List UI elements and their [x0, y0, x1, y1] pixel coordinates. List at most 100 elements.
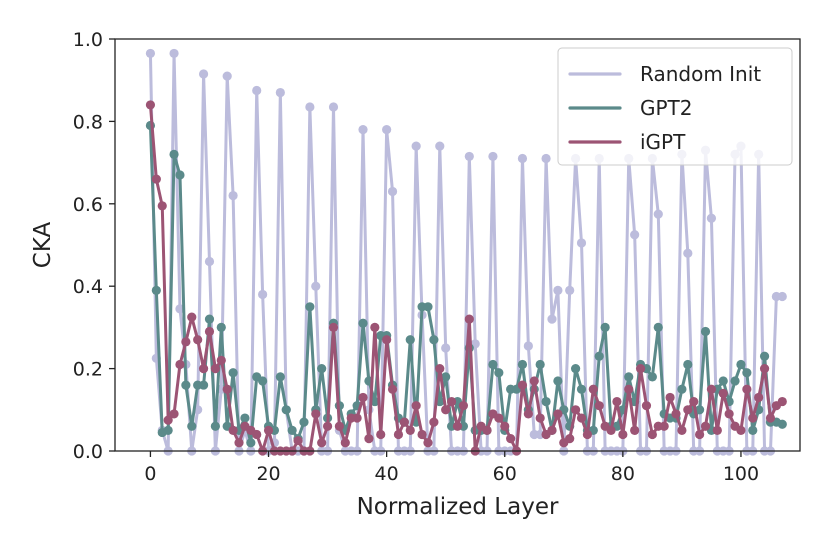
data-point-igpt	[571, 405, 581, 415]
data-point-random-init	[777, 291, 787, 302]
data-point-gpt2	[624, 372, 634, 382]
data-point-gpt2	[204, 314, 215, 324]
data-point-igpt	[624, 384, 634, 394]
data-point-igpt	[677, 425, 687, 435]
data-point-igpt	[724, 409, 734, 419]
y-axis-title: CKA	[30, 222, 56, 269]
data-point-gpt2	[488, 359, 498, 370]
data-point-gpt2	[517, 359, 528, 370]
data-point-gpt2	[730, 376, 740, 386]
data-point-gpt2	[683, 359, 693, 370]
data-point-igpt	[228, 425, 238, 435]
data-point-random-init	[435, 141, 445, 151]
data-point-gpt2	[736, 359, 746, 370]
data-point-random-init	[387, 186, 398, 197]
data-point-gpt2	[287, 425, 297, 435]
plot-frame	[114, 38, 801, 452]
data-point-igpt	[181, 337, 191, 347]
data-point-random-init	[275, 87, 285, 98]
data-point-igpt	[506, 434, 516, 444]
data-point-igpt	[647, 429, 657, 440]
data-point-igpt	[252, 429, 262, 440]
data-point-gpt2	[553, 376, 563, 386]
data-point-random-init	[169, 48, 179, 59]
legend-item-gpt2: GPT2	[568, 96, 693, 120]
data-point-random-init	[411, 141, 421, 151]
y-axis: 0.0 0.2 0.4 0.6 0.8 1.0	[73, 29, 115, 463]
data-point-igpt	[311, 409, 321, 419]
data-point-random-init	[258, 289, 268, 300]
data-point-random-init	[252, 85, 262, 96]
data-point-igpt	[399, 417, 409, 427]
data-point-gpt2	[647, 372, 657, 382]
data-point-random-init	[464, 151, 474, 162]
data-point-igpt	[635, 364, 646, 374]
data-point-igpt	[175, 359, 185, 370]
y-tick-label: 0.6	[73, 194, 103, 216]
y-tick-label: 0.8	[73, 111, 103, 133]
data-point-random-init	[553, 285, 563, 295]
data-point-igpt	[376, 429, 386, 440]
data-point-gpt2	[163, 425, 173, 435]
data-point-random-init	[565, 285, 575, 295]
data-point-igpt	[452, 421, 463, 431]
data-point-igpt	[352, 413, 362, 423]
data-point-gpt2	[216, 322, 226, 332]
data-point-igpt	[393, 429, 404, 440]
data-point-random-init	[653, 209, 663, 219]
legend-box	[557, 47, 793, 166]
data-point-random-init	[441, 343, 451, 353]
data-point-gpt2	[299, 417, 309, 427]
data-point-igpt	[382, 335, 392, 345]
data-point-igpt	[742, 384, 752, 394]
data-point-igpt	[712, 425, 722, 435]
data-point-random-init	[204, 256, 215, 267]
data-point-igpt	[594, 401, 604, 411]
data-point-igpt	[553, 409, 563, 419]
data-point-gpt2	[535, 359, 545, 370]
x-axis-title: Normalized Layer	[357, 494, 559, 520]
data-point-igpt	[535, 413, 545, 423]
data-point-igpt	[612, 396, 622, 407]
data-point-igpt	[364, 434, 374, 444]
data-point-gpt2	[187, 421, 197, 431]
data-point-igpt	[748, 413, 758, 423]
x-axis: 0 20 40 60 80 100	[144, 451, 759, 485]
data-point-igpt	[145, 100, 156, 110]
data-point-igpt	[358, 392, 368, 403]
x-tick-label: 60	[493, 463, 517, 485]
data-point-igpt	[500, 421, 510, 431]
data-point-igpt	[340, 438, 350, 448]
data-point-gpt2	[718, 376, 728, 386]
data-point-igpt	[754, 392, 764, 403]
data-point-gpt2	[759, 351, 770, 361]
data-point-igpt	[458, 401, 469, 411]
data-point-igpt	[582, 429, 593, 440]
data-point-igpt	[765, 413, 776, 423]
data-point-random-init	[228, 190, 238, 201]
legend-item-igpt: iGPT	[568, 130, 686, 154]
data-point-igpt	[151, 174, 161, 184]
data-point-igpt	[706, 384, 717, 394]
data-point-igpt	[441, 405, 451, 415]
data-point-gpt2	[748, 425, 758, 435]
data-point-igpt	[417, 429, 427, 440]
data-point-igpt	[606, 425, 616, 435]
data-point-gpt2	[258, 376, 268, 386]
data-point-gpt2	[305, 302, 315, 312]
data-point-igpt	[210, 364, 220, 374]
data-point-gpt2	[169, 149, 179, 159]
data-point-random-init	[488, 151, 498, 162]
data-point-igpt	[435, 364, 445, 374]
data-point-random-init	[517, 153, 528, 164]
data-point-igpt	[405, 425, 415, 435]
data-point-igpt	[494, 413, 504, 423]
data-point-igpt	[523, 409, 533, 419]
data-point-igpt	[736, 425, 746, 435]
data-point-random-init	[547, 314, 557, 324]
legend-label: GPT2	[640, 96, 693, 120]
data-point-gpt2	[576, 384, 587, 394]
data-point-igpt	[547, 425, 557, 435]
data-point-gpt2	[653, 322, 663, 332]
legend-label: Random Init	[640, 62, 761, 86]
